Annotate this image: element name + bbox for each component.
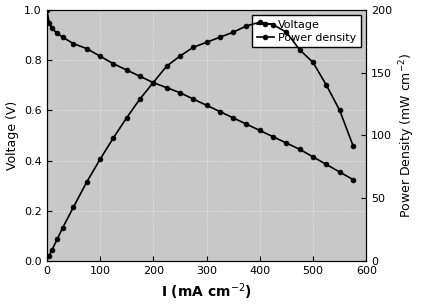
- Voltage: [151, 81, 156, 84]
- Voltage: [257, 129, 262, 132]
- Voltage: [49, 26, 55, 30]
- Voltage: [324, 163, 329, 166]
- Power density: [337, 108, 342, 112]
- Voltage: [297, 148, 302, 151]
- Voltage: [84, 47, 89, 51]
- Power density: [124, 116, 129, 120]
- Power density: [350, 144, 355, 148]
- Power density: [324, 83, 329, 87]
- Voltage: [284, 141, 289, 145]
- Voltage: [337, 170, 342, 174]
- Voltage: [310, 155, 316, 159]
- Voltage: [350, 178, 355, 181]
- Power density: [47, 254, 52, 257]
- Voltage: [231, 116, 236, 120]
- Power density: [137, 97, 143, 101]
- Voltage: [191, 97, 196, 101]
- Power density: [257, 20, 262, 24]
- Voltage: [60, 35, 65, 39]
- Power density: [164, 64, 169, 68]
- Voltage: [137, 75, 143, 78]
- Y-axis label: Power Density (mW cm$^{-2}$): Power Density (mW cm$^{-2}$): [398, 53, 418, 218]
- Power density: [284, 30, 289, 34]
- Power density: [60, 226, 65, 230]
- Voltage: [217, 110, 222, 113]
- Power density: [191, 46, 196, 49]
- Power density: [111, 136, 116, 140]
- Voltage: [177, 91, 182, 95]
- Power density: [84, 180, 89, 184]
- Voltage: [244, 122, 249, 126]
- Voltage: [44, 8, 49, 11]
- Voltage: [47, 22, 52, 25]
- Legend: Voltage, Power density: Voltage, Power density: [253, 15, 361, 47]
- Voltage: [164, 86, 169, 90]
- Line: Power density: Power density: [47, 20, 355, 258]
- Power density: [217, 35, 222, 39]
- Power density: [49, 248, 55, 252]
- Line: Voltage: Voltage: [44, 7, 355, 182]
- Power density: [297, 48, 302, 52]
- Voltage: [97, 54, 102, 58]
- Voltage: [204, 103, 209, 107]
- Power density: [244, 24, 249, 28]
- Voltage: [124, 68, 129, 72]
- Power density: [177, 54, 182, 58]
- Power density: [55, 237, 60, 241]
- Voltage: [271, 135, 276, 139]
- Voltage: [55, 32, 60, 35]
- Power density: [97, 158, 102, 161]
- Voltage: [111, 62, 116, 66]
- Power density: [310, 61, 316, 64]
- Power density: [271, 23, 276, 26]
- Voltage: [71, 42, 76, 45]
- Power density: [204, 40, 209, 44]
- Y-axis label: Voltage (V): Voltage (V): [5, 101, 19, 170]
- Power density: [231, 30, 236, 34]
- Power density: [71, 205, 76, 209]
- X-axis label: I (mA cm$^{-2}$): I (mA cm$^{-2}$): [161, 282, 252, 302]
- Power density: [151, 81, 156, 84]
